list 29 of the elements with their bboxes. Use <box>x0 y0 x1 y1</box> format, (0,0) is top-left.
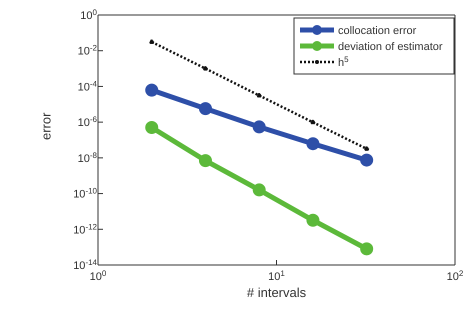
point <box>360 154 374 167</box>
y-tick-label: 10$^{-2}$ <box>78 43 98 58</box>
point <box>364 146 370 152</box>
point <box>149 39 154 44</box>
point <box>145 84 158 97</box>
point <box>256 93 262 98</box>
x-tick-label: 10$^{1}$ <box>268 268 286 283</box>
x-tick-label: 10$^{2}$ <box>446 268 464 283</box>
point <box>252 120 266 134</box>
y-tick-label: 10$^{-12}$ <box>73 222 98 236</box>
point <box>360 242 374 256</box>
y-tick-label: 10$^{-4}$ <box>78 78 98 94</box>
point <box>306 214 320 227</box>
point <box>198 154 212 168</box>
point <box>145 121 158 134</box>
legend-label: collocation error <box>338 25 417 37</box>
y-tick-label: 10$^{0}$ <box>80 8 98 22</box>
point <box>252 183 266 196</box>
point <box>198 102 212 116</box>
legend-label: h$^{5}$ <box>338 54 350 69</box>
legend-label: deviation of estimator <box>338 41 443 53</box>
y-tick-label: 10$^{-8}$ <box>78 150 98 165</box>
point <box>310 120 316 125</box>
point <box>306 137 320 150</box>
point <box>202 66 208 72</box>
y-tick-label: 10$^{-6}$ <box>78 114 98 130</box>
y-axis-title: error <box>38 112 54 140</box>
x-axis-title: # intervals <box>246 285 307 300</box>
y-tick-label: 10$^{-10}$ <box>73 186 98 201</box>
